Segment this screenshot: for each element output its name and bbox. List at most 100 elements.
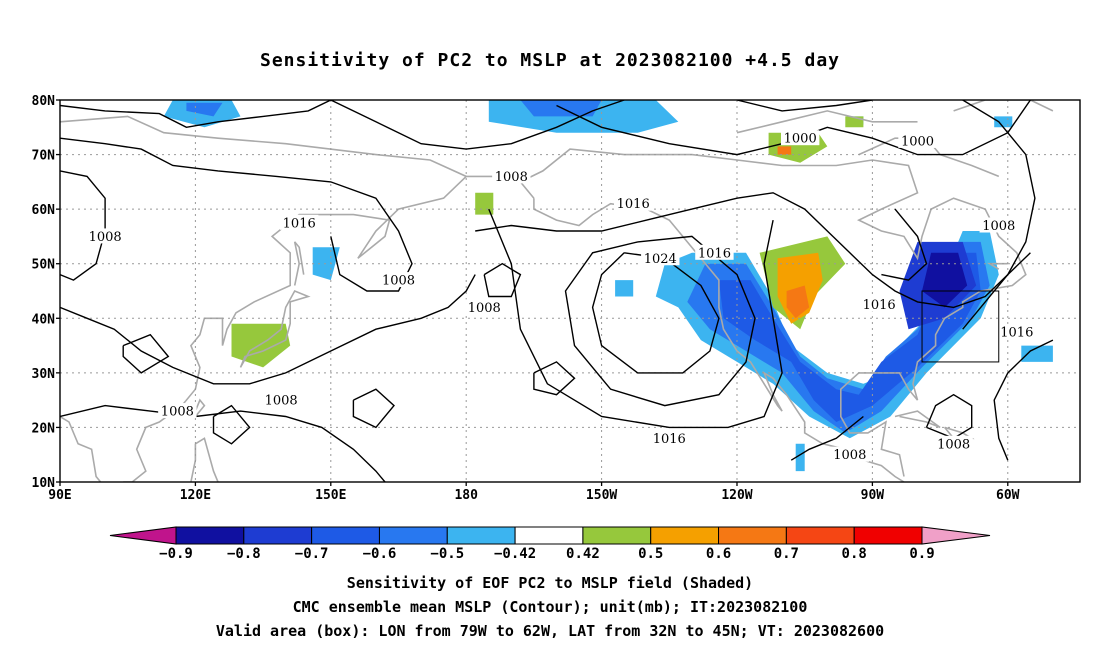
contour-label-2: 1008 [382, 274, 415, 289]
contour-label-1: 1008 [89, 230, 122, 245]
shade-region-21 [312, 247, 340, 281]
isobar-closed-1 [212, 404, 251, 445]
coastline-2 [60, 415, 102, 482]
lon-label: 150W [586, 488, 617, 503]
contour-label-bg-9 [641, 250, 680, 266]
colorbar-label-3: −0.6 [363, 546, 397, 562]
colorbar-label-1: −0.8 [227, 546, 261, 562]
colorbar-label-10: 0.8 [842, 546, 867, 562]
isobar-15 [790, 415, 864, 461]
coastline-5 [194, 398, 206, 418]
shade-region-8 [475, 192, 494, 215]
contour-label-bg-13 [898, 132, 937, 148]
contour-label-bg-11 [650, 430, 689, 446]
isobar-closed-0 [122, 333, 170, 374]
contour-label-bg-2 [379, 272, 418, 288]
shade-region-20 [615, 280, 634, 297]
shade-region-6 [777, 146, 792, 155]
colorbar-box-0 [175, 526, 245, 545]
coastline-4 [293, 241, 305, 286]
isobar-closed-2 [352, 388, 395, 429]
caption-valid-area: Valid area (box): LON from 79W to 62W, L… [215, 622, 885, 640]
contour-label-bg-4 [261, 392, 301, 408]
isobar-11 [736, 100, 873, 112]
isobar-12 [962, 100, 1036, 330]
isobar-10 [556, 100, 1031, 156]
contour-label-9: 1024 [644, 252, 677, 267]
contour-label-bg-7 [465, 299, 504, 315]
isobar-5 [330, 100, 625, 150]
map-title: Sensitivity of PC2 to MSLP at 2023082100… [259, 50, 840, 71]
lat-label: 80N [32, 94, 56, 109]
contour-label-bg-12 [780, 130, 820, 146]
contour-label-bg-16 [997, 323, 1037, 339]
lon-label: 90E [48, 488, 71, 503]
colorbar-box-10 [853, 526, 923, 545]
contour-label-13: 1000 [901, 134, 934, 149]
colorbar-label-4: −0.5 [430, 546, 464, 562]
contour-label-bg-14 [979, 217, 1018, 233]
isobar-14 [881, 208, 928, 281]
lat-label: 10N [32, 476, 56, 491]
shade-region-9 [994, 116, 1013, 128]
mslp-contours [60, 100, 1054, 482]
isobar-1 [60, 137, 413, 292]
isobar-4 [60, 404, 386, 482]
coastline-14 [953, 100, 1054, 112]
colorbar-label-5: −0.42 [494, 546, 536, 562]
caption-shaded: Sensitivity of EOF PC2 to MSLP field (Sh… [346, 574, 754, 592]
contour-label-8: 1016 [617, 197, 650, 212]
contour-label-bg-18 [934, 435, 973, 451]
colorbar-label-6: 0.42 [566, 546, 600, 562]
contour-label-16: 1016 [1000, 325, 1033, 340]
colorbar-box-2 [311, 526, 380, 545]
lat-label: 70N [32, 149, 56, 164]
lat-label: 30N [32, 367, 56, 382]
contour-label-14: 1008 [982, 219, 1015, 234]
contour-label-bg-3 [158, 403, 197, 419]
shade-region-18 [786, 285, 810, 319]
colorbar-box-9 [785, 526, 855, 545]
valid-area-box [921, 290, 1000, 363]
colorbar-max-triangle [921, 526, 991, 545]
contour-label-bg-0 [280, 214, 319, 230]
coastline-8 [520, 148, 1027, 477]
contour-label-11: 1016 [653, 432, 686, 447]
coastline-0 [60, 115, 535, 199]
colorbar-label-7: 0.5 [638, 546, 663, 562]
lon-label: 120E [180, 488, 211, 503]
caption-contour: CMC ensemble mean MSLP (Contour); unit(m… [292, 598, 808, 616]
valid-area-rect [921, 290, 1000, 363]
lat-label: 50N [32, 258, 56, 273]
contour-label-0: 1016 [283, 216, 316, 231]
isobar-13 [993, 339, 1054, 461]
isobar-7 [591, 252, 720, 374]
coastline-13 [736, 110, 918, 134]
contour-label-bg-6 [492, 168, 531, 184]
lon-label: 60W [996, 488, 1020, 503]
lon-label: 90W [861, 488, 885, 503]
coastline-7 [190, 437, 219, 482]
colorbar-box-3 [378, 526, 448, 545]
contour-label-bg-1 [85, 228, 125, 244]
contour-label-bg-15 [859, 296, 899, 312]
isobar-6 [475, 192, 1031, 309]
lon-label: 150E [315, 488, 346, 503]
colorbar-min-triangle [109, 526, 177, 545]
coastline-10 [894, 410, 941, 429]
colorbar-label-0: −0.9 [159, 546, 193, 562]
contour-label-17: 1008 [833, 448, 866, 463]
contour-label-5: 1008 [102, 484, 135, 499]
contour-label-bg-8 [613, 195, 653, 211]
shade-region-19 [1021, 345, 1053, 362]
colorbar: −0.9 −0.8 −0.7 −0.6 −0.5 −0.42 0.42 0.5 0.6 0.7 0.… [109, 526, 991, 562]
contour-label-bg-5 [99, 482, 137, 497]
shade-region-22 [795, 443, 805, 472]
isobar-closed-3 [483, 262, 522, 298]
lat-label: 20N [32, 421, 56, 436]
gridlines [60, 100, 1080, 482]
isobar-9 [488, 208, 783, 429]
map-frame [59, 99, 1081, 483]
colorbar-label-11: 0.9 [909, 546, 934, 562]
